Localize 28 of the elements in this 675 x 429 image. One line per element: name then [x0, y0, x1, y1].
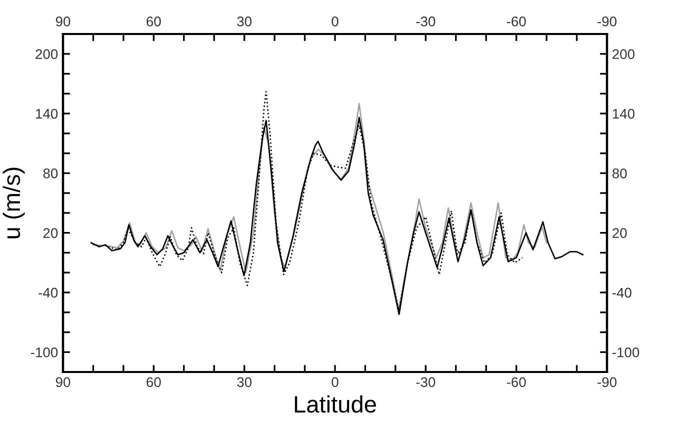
- x2-tick-label: 30: [237, 16, 252, 26]
- y2-tick-label: 20: [612, 228, 627, 238]
- x-tick-label: -90: [598, 377, 616, 388]
- y-tick-label: -40: [38, 288, 58, 298]
- x-tick-label: 60: [146, 377, 161, 388]
- y-tick-label: -100: [30, 347, 58, 358]
- y2-tick-label: 140: [612, 108, 634, 119]
- x2-tick-label: 90: [56, 16, 70, 26]
- x-axis-title: Latitude: [294, 395, 376, 413]
- x2-tick-label: -60: [506, 16, 526, 26]
- x2-tick-label: -90: [598, 16, 616, 26]
- y2-tick-label: -40: [612, 288, 632, 298]
- y2-tick-label: -100: [612, 347, 640, 358]
- x-tick-label: 0: [332, 377, 338, 388]
- y-tick-label: 20: [43, 228, 58, 238]
- y-axis-title: u (m/s): [2, 168, 25, 238]
- y2-tick-label: 80: [612, 168, 627, 178]
- y-tick-label: 80: [43, 168, 58, 178]
- x-tick-label: 90: [56, 377, 70, 388]
- x2-tick-label: 0: [332, 16, 338, 26]
- y-tick-label: 140: [36, 108, 58, 119]
- x-tick-label: -30: [416, 377, 436, 388]
- x2-tick-label: 60: [146, 16, 161, 26]
- y-tick-label: 200: [36, 49, 58, 60]
- x-tick-label: 30: [237, 377, 252, 388]
- x2-tick-label: -30: [416, 16, 436, 26]
- x-tick-label: -60: [506, 377, 526, 388]
- y2-tick-label: 200: [612, 49, 634, 60]
